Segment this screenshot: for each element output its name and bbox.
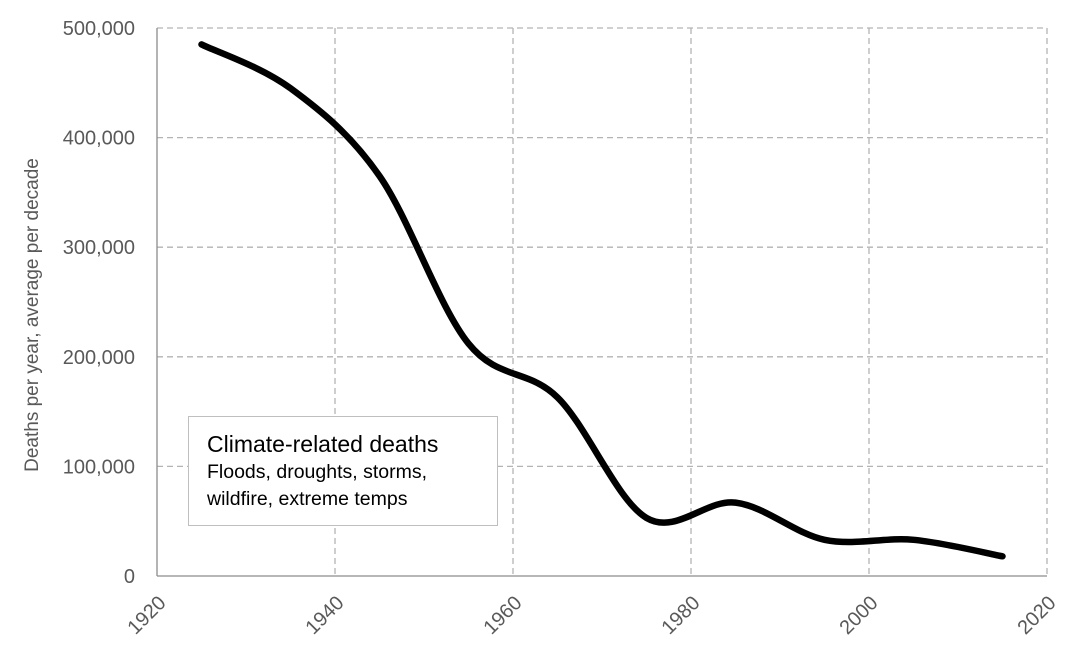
y-axis-title: Deaths per year, average per decade: [22, 158, 43, 472]
y-tick-label: 400,000: [63, 128, 135, 150]
legend-description-line-1: Floods, droughts, storms,: [207, 461, 428, 483]
legend-description-line-2: wildfire, extreme temps: [207, 488, 408, 510]
x-tick-label: 1980: [658, 592, 705, 639]
x-tick-label: 1920: [124, 592, 171, 639]
x-tick-label: 2000: [836, 592, 883, 639]
x-tick-label: 2020: [1014, 592, 1061, 639]
tick-labels: 0 100,000 200,000 300,000 400,000 500,000 1920…: [63, 18, 1061, 639]
series-layer: [198, 41, 1006, 560]
y-tick-label: 100,000: [63, 456, 135, 478]
x-tick-label: 1940: [302, 592, 349, 639]
grid: [157, 27, 1048, 576]
y-tick-label: 200,000: [63, 347, 135, 369]
y-tick-label: 0: [124, 566, 135, 588]
axes: [156, 28, 1047, 577]
y-tick-label: 500,000: [63, 18, 135, 40]
x-tick-label: 1960: [480, 592, 527, 639]
series-line: [198, 41, 1006, 560]
legend-title: Climate-related deaths: [207, 431, 439, 457]
y-tick-label: 300,000: [63, 237, 135, 259]
legend: Climate-related deaths Floods, droughts,…: [188, 416, 498, 526]
